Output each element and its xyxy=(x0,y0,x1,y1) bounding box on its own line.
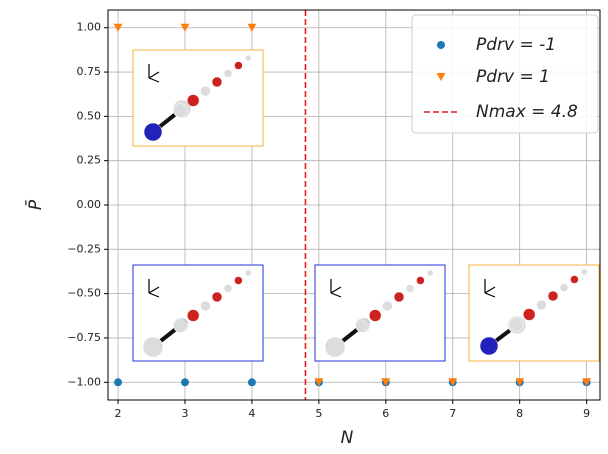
x-tick-label: 8 xyxy=(516,407,523,420)
legend-label: Pdrv = -1 xyxy=(476,35,556,55)
atom xyxy=(509,318,523,332)
atom xyxy=(523,309,535,321)
y-axis-label: P̄ xyxy=(24,199,46,210)
x-tick-label: 9 xyxy=(583,407,590,420)
y-tick-label: 0.00 xyxy=(77,198,102,211)
x-tick-label: 6 xyxy=(382,407,389,420)
atom xyxy=(325,337,345,357)
y-tick-label: 0.50 xyxy=(77,109,102,122)
x-tick-label: 3 xyxy=(181,407,188,420)
inset xyxy=(133,50,263,146)
atom xyxy=(200,86,210,96)
inset xyxy=(315,265,445,361)
x-tick-label: 5 xyxy=(315,407,322,420)
atom xyxy=(394,292,404,302)
y-tick-label: 0.25 xyxy=(77,154,102,167)
atom xyxy=(144,123,162,141)
atom xyxy=(245,55,251,61)
atom xyxy=(234,277,242,285)
atom xyxy=(234,62,242,70)
atom xyxy=(548,291,558,301)
atom xyxy=(187,310,199,322)
y-tick-label: −0.50 xyxy=(67,287,101,300)
x-tick-label: 2 xyxy=(115,407,122,420)
inset xyxy=(133,265,263,361)
legend-label: Pdrv = 1 xyxy=(476,67,550,87)
atom xyxy=(173,319,187,333)
x-axis-label: N xyxy=(341,428,354,448)
legend-label: Nmax = 4.8 xyxy=(476,102,578,122)
atom xyxy=(187,95,199,107)
atom xyxy=(224,285,232,293)
x-tick-label: 4 xyxy=(248,407,255,420)
atom xyxy=(406,285,414,293)
x-tick-label: 7 xyxy=(449,407,456,420)
atom xyxy=(173,104,187,118)
point xyxy=(181,378,189,386)
atom xyxy=(143,337,163,357)
y-tick-label: −0.25 xyxy=(67,242,101,255)
atom xyxy=(427,270,433,276)
point xyxy=(114,378,122,386)
legend-marker xyxy=(437,41,445,49)
y-tick-label: −1.00 xyxy=(67,375,101,388)
atom xyxy=(212,77,222,87)
chart: N P̄ 2 3 4 5 6 7 8 9 −1.00 −0.75 −0.50 −0.25 0.00 0.2… xyxy=(0,0,608,450)
inset xyxy=(469,265,599,361)
y-tick-label: −0.75 xyxy=(67,331,101,344)
atom xyxy=(245,270,251,276)
atom xyxy=(416,277,424,285)
atom xyxy=(570,276,578,284)
atom xyxy=(560,284,568,292)
atom xyxy=(224,70,232,78)
atom xyxy=(355,319,369,333)
atom xyxy=(382,301,392,311)
y-tick-label: 1.00 xyxy=(77,21,102,34)
point xyxy=(248,378,256,386)
atom xyxy=(480,337,498,355)
atom xyxy=(536,300,546,310)
atom xyxy=(200,301,210,311)
atom xyxy=(212,292,222,302)
y-tick-label: 0.75 xyxy=(77,65,102,78)
atom xyxy=(369,310,381,322)
atom xyxy=(581,269,587,275)
